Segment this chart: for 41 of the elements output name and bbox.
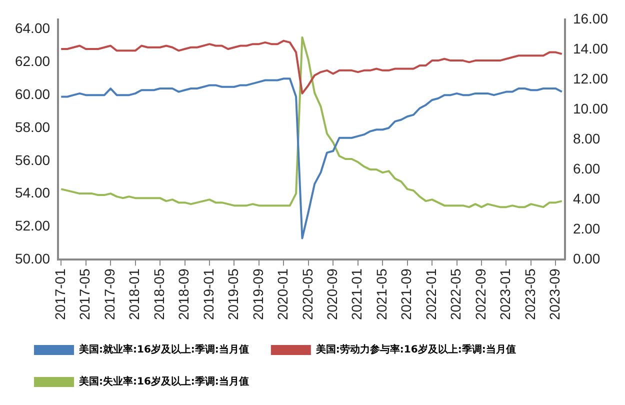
x-tick-label: 2023-05 (522, 268, 538, 320)
y2-tick-label: 4.00 (572, 190, 600, 206)
x-tick-label: 2018-09 (176, 268, 192, 320)
x-tick-label: 2018-05 (150, 268, 167, 320)
x-tick-label: 2017-01 (52, 268, 68, 320)
x-tick-label: 2019-05 (225, 268, 242, 320)
y-tick-label: 58.00 (14, 118, 50, 135)
x-tick-label: 2022-01 (422, 268, 439, 320)
x-tick-label: 2022-09 (472, 268, 488, 320)
y2-tick-label: 12.00 (572, 70, 608, 86)
y2-tick-label: 2.00 (572, 220, 600, 236)
x-tick-label: 2021-05 (373, 268, 390, 320)
y-tick-label: 54.00 (14, 184, 50, 201)
legend-label: 美国:失业率:16岁及以上:季调:当月值 (78, 376, 249, 388)
x-tick-label: 2023-01 (497, 268, 514, 320)
y2-tick-label: 10.00 (572, 100, 608, 116)
x-tick-label: 2019-09 (250, 268, 266, 320)
x-tick-label: 2020-01 (274, 268, 291, 320)
x-tick-label: 2021-01 (348, 268, 365, 320)
x-tick-label: 2021-09 (398, 268, 414, 320)
y2-tick-label: 16.00 (572, 10, 608, 26)
x-tick-label: 2023-09 (546, 268, 563, 320)
x-tick-label: 2017-05 (76, 268, 93, 320)
y-tick-label: 50.00 (14, 250, 50, 266)
legend-label: 美国:劳动力参与率:16岁及以上:季调:当月值 (314, 344, 516, 356)
x-tick-label: 2020-09 (324, 268, 340, 320)
y-tick-label: 60.00 (14, 86, 50, 102)
y2-tick-label: 14.00 (572, 40, 608, 56)
y2-tick-label: 8.00 (572, 130, 600, 146)
y-tick-label: 62.00 (14, 53, 50, 70)
x-tick-label: 2020-05 (299, 268, 316, 320)
y-tick-label: 64.00 (14, 20, 50, 36)
y2-tick-label: 6.00 (572, 160, 600, 176)
y-tick-label: 56.00 (14, 152, 50, 168)
x-tick-label: 2022-05 (448, 268, 464, 320)
legend-label: 美国:就业率:16岁及以上:季调:当月值 (78, 344, 249, 356)
x-tick-label: 2019-01 (200, 268, 216, 320)
x-tick-label: 2017-09 (101, 268, 118, 320)
y-tick-label: 52.00 (14, 218, 50, 234)
y2-tick-label: 0.00 (572, 250, 600, 266)
x-tick-label: 2018-01 (126, 268, 142, 320)
